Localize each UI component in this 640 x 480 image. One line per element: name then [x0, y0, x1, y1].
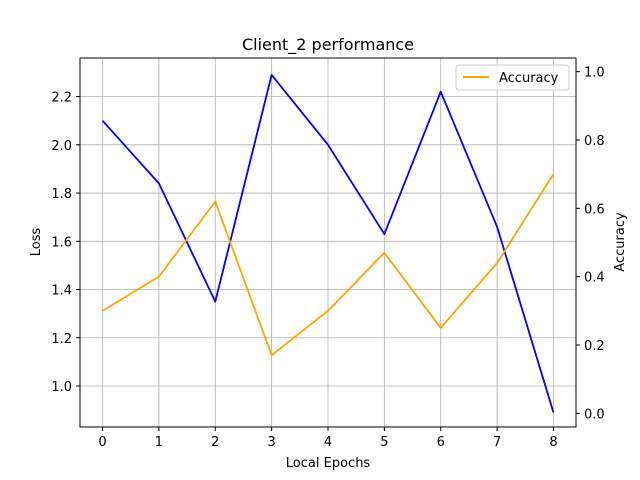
x-tick-label: 8 [549, 435, 557, 450]
x-axis-title: Local Epochs [286, 456, 371, 471]
accuracy-line [102, 173, 555, 357]
y2-tick-label: 0.0 [584, 407, 605, 422]
y-tick-label: 1.8 [51, 187, 72, 202]
y2-axis-title: Accuracy [613, 212, 628, 272]
x-tick-label: 4 [324, 435, 332, 450]
x-tick-label: 7 [493, 435, 501, 450]
grid [80, 58, 576, 427]
x-tick-label: 0 [98, 435, 106, 450]
series-layer [101, 73, 555, 413]
y2-tick-label: 0.2 [584, 339, 605, 354]
legend-box [455, 64, 570, 91]
chart-title: Client_2 performance [242, 35, 414, 55]
y2-tick-label: 0.4 [584, 271, 605, 286]
y-tick-label: 2.0 [51, 139, 72, 154]
y-tick-label: 2.2 [51, 91, 72, 106]
y2-tick-label: 0.6 [584, 202, 605, 217]
x-tick-label: 6 [437, 435, 445, 450]
y-tick-label: 1.4 [51, 284, 72, 299]
x-tick-label: 1 [155, 435, 163, 450]
y2-tick-label: 1.0 [584, 66, 605, 81]
loss-line [101, 73, 555, 413]
legend: Accuracy [455, 64, 570, 91]
legend-label-accuracy: Accuracy [499, 71, 559, 86]
y2-tick-label: 0.8 [584, 134, 605, 149]
y-tick-label: 1.6 [51, 235, 72, 250]
x-tick-label: 3 [267, 435, 275, 450]
ticks: 0 1 2 3 4 5 6 7 8 1.0 1.2 1.4 1.6 1.8 2.0 2.2 0.0 0.2 0.4 0… [51, 66, 604, 450]
x-tick-label: 2 [211, 435, 219, 450]
x-tick-label: 5 [380, 435, 388, 450]
y-axis-title: Loss [29, 228, 44, 257]
y-tick-label: 1.2 [51, 332, 72, 347]
y-tick-label: 1.0 [51, 380, 72, 395]
